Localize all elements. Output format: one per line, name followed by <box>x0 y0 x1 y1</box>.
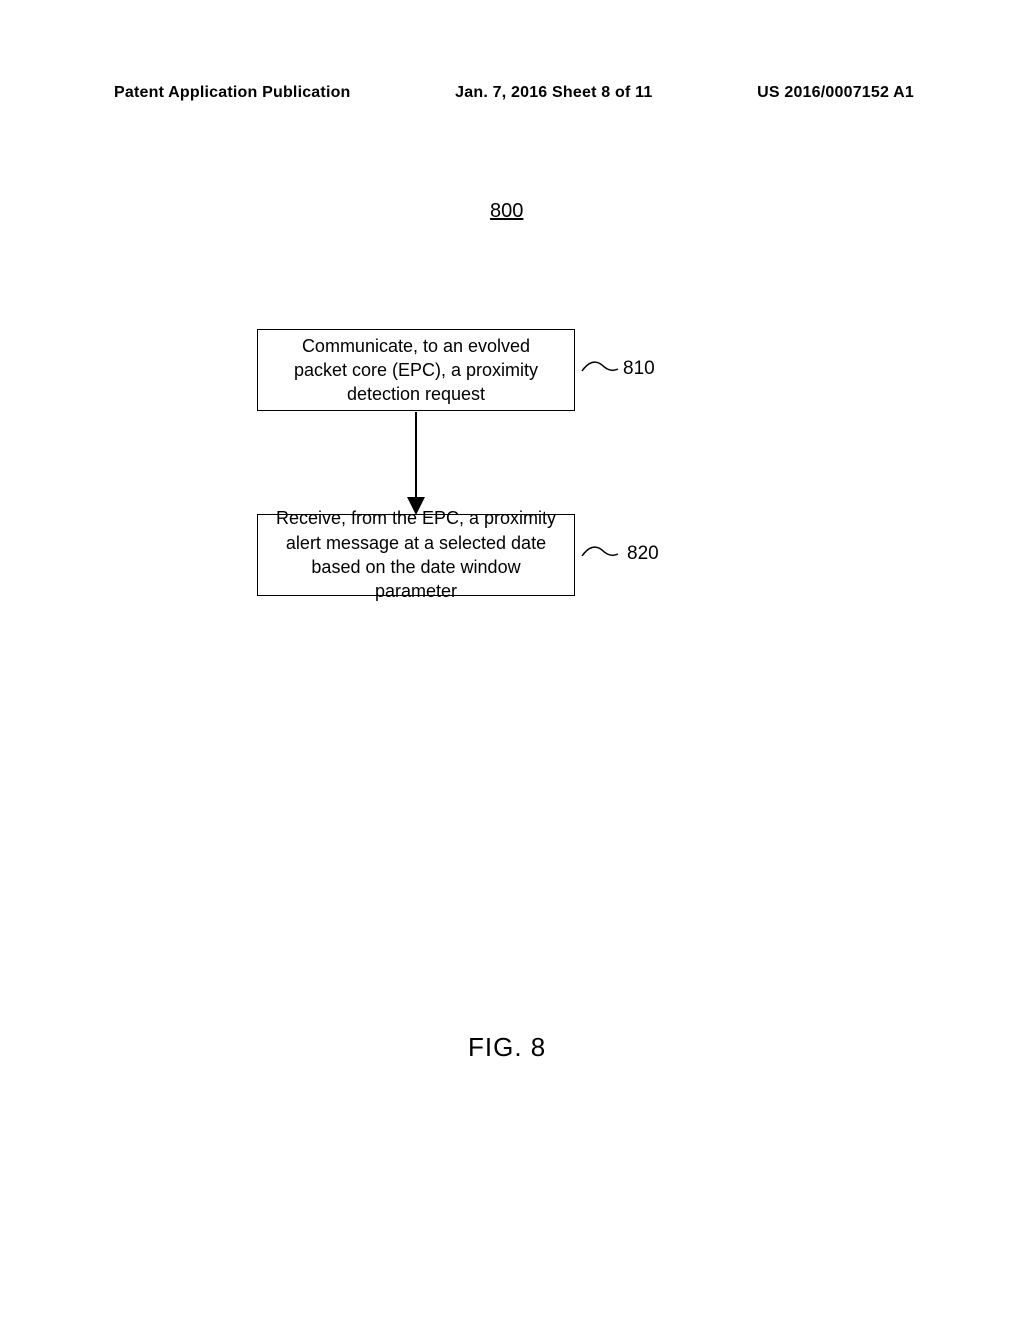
header-patent-number: US 2016/0007152 A1 <box>757 84 914 102</box>
arrow-line-icon <box>415 412 417 506</box>
leader-line-810-icon <box>580 355 620 385</box>
header-date-sheet: Jan. 7, 2016 Sheet 8 of 11 <box>455 84 652 102</box>
node-820-text: Receive, from the EPC, a proximity alert… <box>274 506 558 603</box>
ref-label-810: 810 <box>623 358 655 380</box>
node-810-text: Communicate, to an evolved packet core (… <box>274 334 558 407</box>
flowchart-node-810: Communicate, to an evolved packet core (… <box>257 329 575 411</box>
leader-line-820-icon <box>580 540 620 570</box>
ref-label-820: 820 <box>627 543 659 565</box>
figure-label: FIG. 8 <box>468 1032 546 1063</box>
header-publication: Patent Application Publication <box>114 84 351 102</box>
figure-number: 800 <box>490 200 523 223</box>
flowchart-node-820: Receive, from the EPC, a proximity alert… <box>257 514 575 596</box>
page-header: Patent Application Publication Jan. 7, 2… <box>0 84 1024 102</box>
